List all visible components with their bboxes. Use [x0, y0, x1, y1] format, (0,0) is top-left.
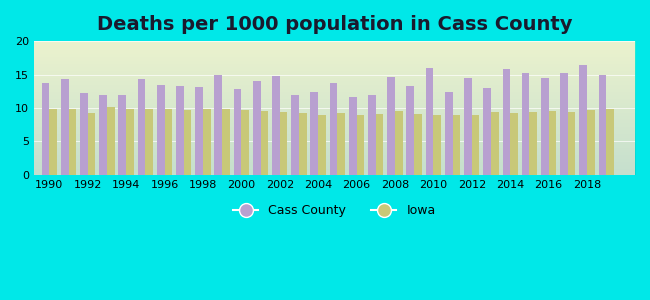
Bar — [299, 113, 307, 175]
Bar — [579, 64, 587, 175]
Bar — [337, 113, 345, 175]
Bar — [568, 112, 575, 175]
Bar — [214, 74, 222, 175]
Bar — [502, 69, 510, 175]
Bar — [253, 81, 261, 175]
Title: Deaths per 1000 population in Cass County: Deaths per 1000 population in Cass Count… — [97, 15, 572, 34]
Bar — [49, 109, 57, 175]
Bar — [88, 113, 96, 175]
Bar — [445, 92, 452, 175]
Bar — [484, 88, 491, 175]
Bar — [195, 87, 203, 175]
Bar — [434, 115, 441, 175]
Bar — [311, 92, 318, 175]
Bar — [606, 109, 614, 175]
Bar — [522, 73, 529, 175]
Bar — [414, 114, 422, 175]
Bar — [234, 89, 241, 175]
Bar — [126, 109, 134, 175]
Bar — [280, 112, 287, 175]
Bar — [164, 109, 172, 175]
Bar — [529, 112, 537, 175]
Bar — [291, 94, 299, 175]
Bar — [472, 115, 480, 175]
Bar — [549, 111, 556, 175]
Bar — [387, 77, 395, 175]
Bar — [118, 95, 126, 175]
Bar — [318, 115, 326, 175]
Bar — [222, 109, 230, 175]
Bar — [42, 83, 49, 175]
Bar — [587, 110, 595, 175]
Bar — [241, 110, 249, 175]
Bar — [68, 109, 76, 175]
Legend: Cass County, Iowa: Cass County, Iowa — [228, 199, 441, 222]
Bar — [406, 86, 414, 175]
Bar — [176, 86, 184, 175]
Bar — [80, 93, 88, 175]
Bar — [464, 78, 472, 175]
Bar — [368, 94, 376, 175]
Bar — [99, 94, 107, 175]
Bar — [203, 109, 211, 175]
Bar — [349, 97, 357, 175]
Bar — [395, 111, 402, 175]
Bar — [560, 73, 568, 175]
Bar — [157, 85, 164, 175]
Bar — [357, 115, 364, 175]
Bar — [599, 74, 606, 175]
Bar — [510, 113, 518, 175]
Bar — [261, 111, 268, 175]
Bar — [61, 79, 68, 175]
Bar — [146, 109, 153, 175]
Bar — [138, 79, 146, 175]
Bar — [452, 115, 460, 175]
Bar — [541, 78, 549, 175]
Bar — [184, 110, 192, 175]
Bar — [330, 83, 337, 175]
Bar — [107, 107, 114, 175]
Bar — [426, 68, 434, 175]
Bar — [491, 112, 499, 175]
Bar — [376, 114, 384, 175]
Bar — [272, 76, 280, 175]
